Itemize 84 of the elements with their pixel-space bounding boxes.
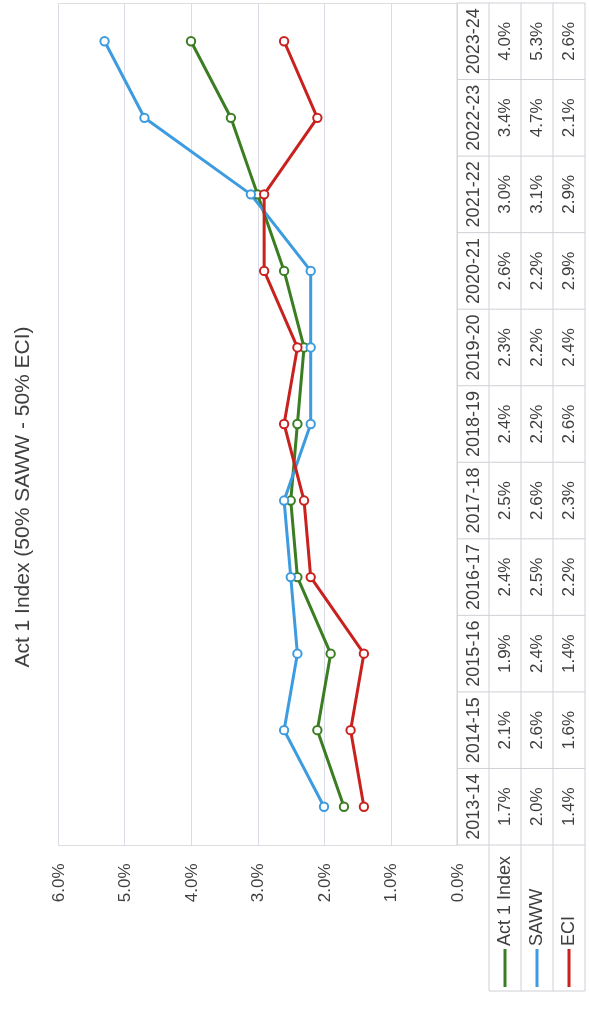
data-label: 1.9% xyxy=(495,634,514,674)
data-label: 2.2% xyxy=(527,328,546,367)
x-tick-label: 5.0% xyxy=(115,863,134,903)
data-label: 1.4% xyxy=(559,787,578,827)
y-tick-label: 2018-19 xyxy=(462,390,483,458)
y-tick-label: 2014-15 xyxy=(462,697,483,764)
data-label: 2.4% xyxy=(495,404,514,444)
point xyxy=(305,571,316,583)
data-label: 2.0% xyxy=(527,787,546,827)
y-tick-label: 2022-23 xyxy=(462,84,483,151)
point xyxy=(358,801,370,812)
y-tick-label: 2016-17 xyxy=(462,544,483,611)
x-tick-label: 1.0% xyxy=(381,863,400,903)
point xyxy=(305,418,316,430)
point xyxy=(298,495,310,506)
data-label: 1.4% xyxy=(559,634,578,674)
data-label: 5.3% xyxy=(527,21,546,61)
y-tick-label: 2020-21 xyxy=(462,237,483,304)
data-label: 2.2% xyxy=(559,557,578,597)
point xyxy=(358,648,370,659)
point xyxy=(292,648,303,659)
point xyxy=(345,725,356,736)
data-label: 2.6% xyxy=(559,404,578,444)
data-label: 2.4% xyxy=(559,328,578,367)
text: SAWW xyxy=(526,888,546,946)
point xyxy=(292,342,303,353)
data-label: 2.2% xyxy=(527,404,546,444)
data-label: 2.3% xyxy=(559,481,578,520)
x-tick-label: 3.0% xyxy=(248,863,267,903)
data-label: 4.0% xyxy=(495,21,514,61)
data-label: 3.1% xyxy=(527,174,546,214)
y-tick-label: 2023-24 xyxy=(462,8,483,75)
point xyxy=(338,801,350,812)
data-label: 1.7% xyxy=(495,787,514,827)
point xyxy=(278,495,290,506)
data-label: 2.5% xyxy=(495,481,514,520)
point xyxy=(278,725,290,736)
data-label: 2.6% xyxy=(527,481,546,520)
x-tick-label: 2.0% xyxy=(314,863,334,903)
point xyxy=(185,36,197,47)
data-label: 4.7% xyxy=(527,98,546,138)
data-label: 2.1% xyxy=(559,98,578,138)
y-tick-label: 2013-14 xyxy=(462,773,483,840)
point xyxy=(278,36,290,47)
y-tick-label: 2017-18 xyxy=(462,467,483,534)
data-label: 2.4% xyxy=(527,634,546,674)
data-label: 2.6% xyxy=(495,251,514,291)
point xyxy=(225,112,237,123)
point xyxy=(258,265,270,277)
point xyxy=(325,648,336,659)
data-label: 2.4% xyxy=(495,557,514,597)
point xyxy=(245,189,257,200)
y-tick-label: 2015-16 xyxy=(462,620,483,687)
data-label: 3.4% xyxy=(495,98,514,138)
point xyxy=(318,801,330,812)
x-tick-label: 4.0% xyxy=(181,863,201,903)
data-label: 2.1% xyxy=(495,710,514,750)
point xyxy=(139,112,150,123)
data-label: 2.2% xyxy=(527,251,546,291)
point xyxy=(312,725,323,736)
point xyxy=(99,36,110,47)
point xyxy=(305,265,316,277)
point xyxy=(278,265,290,277)
text: Act 1 Index xyxy=(494,855,514,946)
point xyxy=(278,418,290,430)
data-label: 2.6% xyxy=(527,710,546,750)
x-tick-label: 6.0% xyxy=(48,863,68,903)
data-label: 2.6% xyxy=(559,21,578,61)
data-label: 2.9% xyxy=(559,251,578,291)
text: ECI xyxy=(558,915,578,946)
point xyxy=(312,112,323,123)
data-label: 2.5% xyxy=(527,557,546,597)
point xyxy=(305,342,316,353)
point xyxy=(258,189,270,200)
data-label: 1.6% xyxy=(559,710,578,750)
y-tick-label: 2019-20 xyxy=(462,314,483,381)
data-label: 2.3% xyxy=(495,328,514,367)
x-tick-label: 0.0% xyxy=(447,863,467,903)
text: Act 1 Index (50% SAWW - 50% ECI) xyxy=(10,326,33,668)
data-label: 2.9% xyxy=(559,174,578,214)
point xyxy=(292,418,303,430)
y-tick-label: 2021-22 xyxy=(462,161,483,228)
point xyxy=(285,571,296,583)
data-label: 3.0% xyxy=(495,174,514,214)
